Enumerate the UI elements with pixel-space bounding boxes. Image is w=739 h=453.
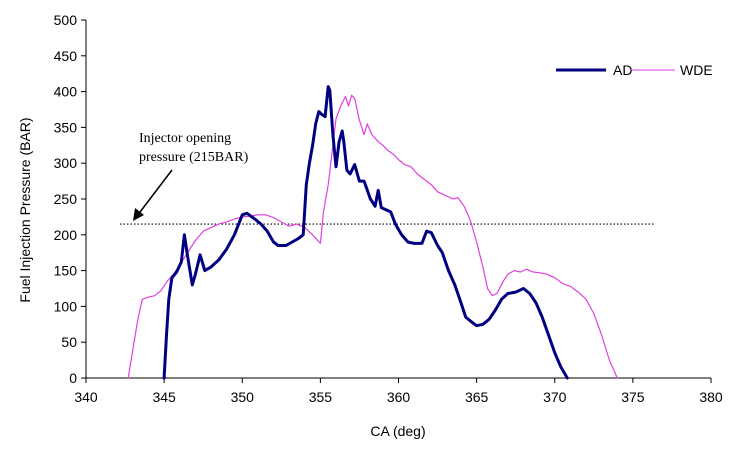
y-tick-label: 50 (61, 334, 77, 350)
x-tick-label: 360 (387, 389, 411, 405)
series-line-wde (127, 94, 618, 379)
annotation-arrow-shaft (136, 169, 173, 217)
x-tick-label: 345 (152, 389, 176, 405)
y-tick-label: 450 (54, 48, 78, 64)
y-axis-ticks: 0 50 100 150 200 250 300 350 400 450 500 (54, 12, 86, 386)
x-tick-label: 355 (309, 389, 333, 405)
x-tick-label: 370 (543, 389, 567, 405)
y-tick-label: 250 (54, 191, 78, 207)
x-tick-label: 350 (231, 389, 255, 405)
annotation-line-1: Injector opening (139, 131, 231, 146)
x-tick-label: 375 (621, 389, 645, 405)
legend-label-ad: AD (613, 62, 632, 78)
x-tick-label: 365 (465, 389, 489, 405)
x-axis-title: CA (deg) (370, 423, 425, 439)
y-tick-label: 0 (69, 370, 77, 386)
x-tick-label: 340 (74, 389, 98, 405)
x-tick-label: 380 (699, 389, 723, 405)
annotation-arrow-head (133, 208, 144, 221)
y-tick-label: 500 (54, 12, 78, 28)
y-tick-label: 200 (54, 227, 78, 243)
series-layer (127, 85, 618, 380)
y-tick-label: 350 (54, 119, 78, 135)
annotation-line-2: pressure (215BAR) (139, 150, 249, 165)
series-line-ad (162, 85, 569, 380)
y-axis-title: Fuel Injection Pressure (BAR) (17, 117, 33, 302)
y-tick-label: 300 (54, 155, 78, 171)
y-tick-label: 400 (54, 84, 78, 100)
legend: AD WDE (556, 62, 713, 78)
y-tick-label: 150 (54, 263, 78, 279)
annotation: Injector opening pressure (215BAR) (133, 131, 249, 221)
x-axis-ticks: 340 345 350 355 360 365 370 375 380 (74, 378, 723, 405)
y-tick-label: 100 (54, 298, 78, 314)
legend-label-wde: WDE (680, 62, 713, 78)
